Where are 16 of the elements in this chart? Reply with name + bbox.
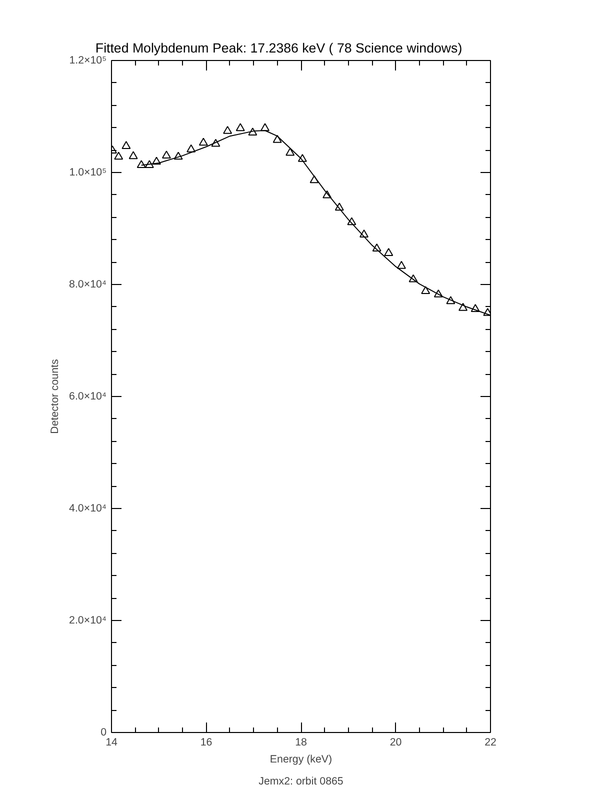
y-tick-label: 1.2×10⁵ (69, 54, 107, 66)
y-tick-label: 6.0×10⁴ (69, 390, 107, 402)
y-tick-label: 8.0×10⁴ (69, 278, 107, 290)
x-tick-label: 14 (106, 736, 118, 748)
text: Jemx2: orbit 0865 (258, 776, 344, 788)
x-axis-title: Energy (keV) (270, 754, 332, 766)
y-axis-title: Detector counts (49, 359, 62, 434)
chart-title: Fitted Molybdenum Peak: 17.2386 keV ( 78 Science windows) (95, 40, 462, 56)
x-tick-label: 20 (390, 736, 402, 748)
y-tick-label: 0 (100, 726, 107, 738)
y-tick-label: 2.0×10⁴ (69, 614, 107, 626)
x-tick-label: 22 (484, 736, 496, 748)
x-tick-label: 16 (200, 736, 212, 748)
x-tick-label: 18 (295, 736, 307, 748)
y-tick-label: 1.0×10⁵ (69, 166, 107, 178)
y-tick-label: 4.0×10⁴ (69, 502, 107, 514)
